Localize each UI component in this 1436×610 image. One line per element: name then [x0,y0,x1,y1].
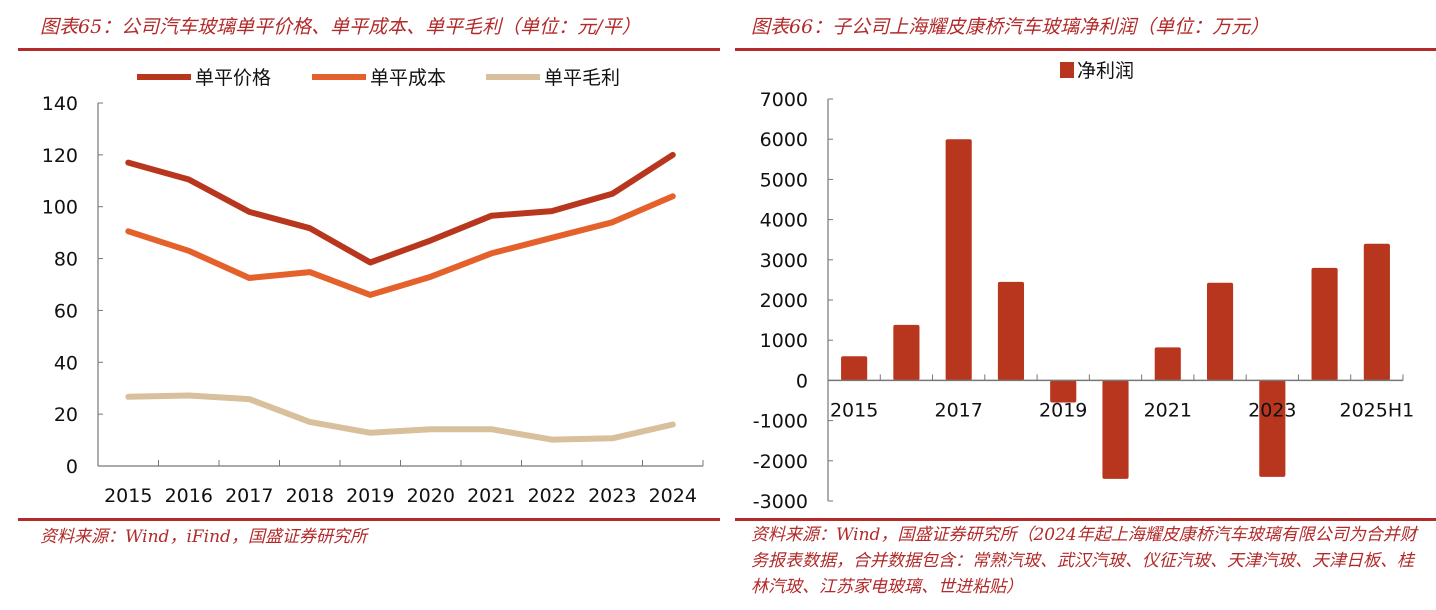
x-tick-label: 2015 [830,399,878,421]
x-tick-label: 2016 [165,485,213,507]
y-tick-label: 0 [796,370,808,392]
right-source-note: 资料来源：Wind，国盛证券研究所（2024年起上海耀皮康桥汽车玻璃有限公司为合… [751,525,1417,597]
x-tick-label: 2018 [286,485,334,507]
x-tick-label: 2015 [104,485,152,507]
y-tick-label: 6000 [760,129,808,151]
y-tick-label: 60 [54,300,78,322]
bar-2022 [1206,282,1234,381]
y-tick-label: 5000 [760,169,808,191]
left-source-note: 资料来源：Wind，iFind，国盛证券研究所 [40,527,367,547]
bar-2015 [841,356,868,381]
y-tick-label: 120 [42,145,78,167]
y-tick-label: 4000 [760,210,808,232]
y-tick-label: 20 [54,404,78,426]
x-tick-label: 2017 [225,485,273,507]
x-tick-label: 2020 [407,485,455,507]
left-source-rule [18,518,720,521]
x-tick-label: 2023 [588,485,636,507]
series-line-1 [125,151,676,266]
bar-2025H1 [1363,243,1390,381]
y-tick-label: 1000 [760,330,808,352]
x-tick-label: 2019 [1039,399,1087,421]
legend-swatch-1 [1060,62,1074,78]
left-chart-title: 图表65：公司汽车玻璃单平价格、单平成本、单平毛利（单位：元/平） [40,16,641,38]
x-tick-label: 2025H1 [1339,399,1414,421]
y-tick-label: 7000 [760,89,808,111]
x-tick-label: 2017 [935,399,983,421]
y-tick-label: 80 [54,249,78,271]
bar-2017 [945,139,972,381]
bar-2016 [893,324,920,381]
series-line-3 [125,392,676,443]
y-tick-label: 40 [54,352,78,374]
x-tick-label: 2021 [467,485,515,507]
y-tick-label: -3000 [753,491,808,513]
y-tick-label: 2000 [760,290,808,312]
right-bar-chart: 净利润 -3000 -2000 -1000 0 1000 2000 3000 4000 5000 6… [753,60,1414,513]
left-line-chart: 单平价格 单平成本 单平毛利 0 20 40 60 80 100 120 140 2015 2016 20… [42,67,704,507]
bar-2018 [997,281,1025,381]
right-source-rule [735,518,1436,521]
legend-label-1: 单平价格 [195,67,271,89]
y-tick-label: -2000 [753,451,808,473]
bar-2021 [1154,347,1181,381]
legend-label-3: 单平毛利 [544,67,620,89]
legend-label-2: 单平成本 [370,67,446,89]
x-tick-label: 2021 [1144,399,1192,421]
right-chart-title: 图表66：子公司上海耀皮康桥汽车玻璃净利润（单位：万元） [751,16,1270,38]
series-line-2 [125,193,676,298]
y-tick-label: 140 [42,93,78,115]
bar-2020 [1102,380,1129,479]
x-tick-label: 2019 [346,485,394,507]
x-tick-label: 2022 [528,485,576,507]
y-tick-label: -1000 [753,411,808,433]
y-tick-label: 3000 [760,250,808,272]
left-chart-panel: 图表65：公司汽车玻璃单平价格、单平成本、单平毛利（单位：元/平） 单平价格 单平… [18,16,720,547]
bar-2019 [1050,380,1077,403]
y-tick-label: 100 [42,197,78,219]
right-chart-panel: 图表66：子公司上海耀皮康桥汽车玻璃净利润（单位：万元） 净利润 -3000 -20… [735,0,1436,610]
legend-label-1: 净利润 [1077,60,1134,82]
bar-2023 [1259,380,1286,477]
left-title-rule [18,48,720,51]
x-tick-label: 2024 [649,485,697,507]
y-tick-label: 0 [66,456,78,478]
bar-2024 [1311,267,1338,381]
right-title-rule [735,48,1436,51]
x-tick-label: 2023 [1248,399,1296,421]
